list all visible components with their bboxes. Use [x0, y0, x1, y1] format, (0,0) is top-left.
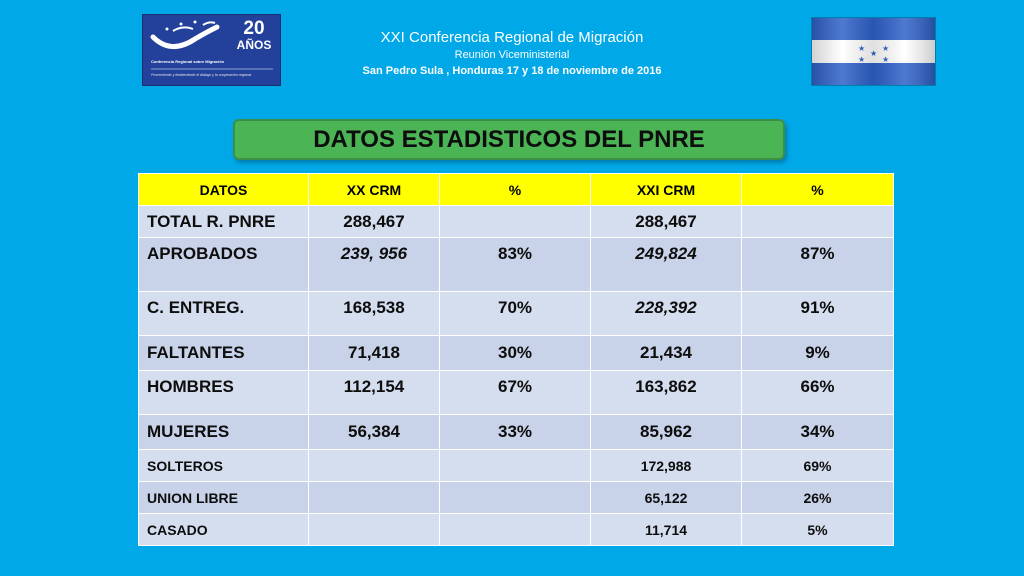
- cell-xxi-pct: 5%: [741, 513, 894, 546]
- table-row: C. ENTREG. 168,538 70% 228,392 91%: [138, 291, 894, 336]
- table-row: TOTAL R. PNRE 288,467 288,467: [138, 205, 894, 238]
- cell-xxi-value: 163,862: [590, 370, 742, 415]
- cell-xxi-pct: [741, 205, 894, 238]
- crm-logo: 20 AÑOS Conferencia Regional sobre Migra…: [143, 15, 280, 85]
- col-header-xx-pct: %: [439, 173, 591, 206]
- cell-xx-value: 168,538: [308, 291, 440, 336]
- cell-xxi-pct: 91%: [741, 291, 894, 336]
- table-row: CASADO 11,714 5%: [138, 513, 894, 546]
- cell-xxi-pct: 87%: [741, 237, 894, 292]
- cell-xx-pct: [439, 481, 591, 514]
- row-label: UNION LIBRE: [138, 481, 309, 514]
- conference-title: XXI Conferencia Regional de Migración: [380, 29, 644, 46]
- cell-xxi-value: 85,962: [590, 414, 742, 450]
- slide-title-banner: DATOS ESTADISTICOS DEL PNRE: [233, 119, 785, 160]
- logo-org-name: Conferencia Regional sobre Migración: [151, 59, 225, 64]
- cell-xx-value: 239, 956: [308, 237, 440, 292]
- row-label: MUJERES: [138, 414, 309, 450]
- row-label: HOMBRES: [138, 370, 309, 415]
- meeting-subtitle: Reunión Viceministerial: [454, 49, 570, 61]
- table-row: FALTANTES 71,418 30% 21,434 9%: [138, 335, 894, 371]
- cell-xx-pct: [439, 205, 591, 238]
- table-row: HOMBRES 112,154 67% 163,862 66%: [138, 370, 894, 415]
- row-label: FALTANTES: [138, 335, 309, 371]
- honduras-flag-icon: ★ ★ ★ ★ ★: [812, 18, 935, 85]
- cell-xxi-pct: 26%: [741, 481, 894, 514]
- logo-years-word: AÑOS: [236, 38, 272, 52]
- cell-xxi-value: 249,824: [590, 237, 742, 292]
- col-header-xxi-pct: %: [741, 173, 894, 206]
- cell-xx-pct: 67%: [439, 370, 591, 415]
- row-label: CASADO: [138, 513, 309, 546]
- cell-xx-pct: [439, 449, 591, 482]
- place-date: San Pedro Sula , Honduras 17 y 18 de nov…: [362, 65, 662, 77]
- table-row: APROBADOS 239, 956 83% 249,824 87%: [138, 237, 894, 292]
- cell-xx-value: [308, 449, 440, 482]
- logo-years: 20 AÑOS: [231, 19, 277, 51]
- row-label: C. ENTREG.: [138, 291, 309, 336]
- cell-xxi-pct: 34%: [741, 414, 894, 450]
- row-label: APROBADOS: [138, 237, 309, 292]
- cell-xx-pct: 33%: [439, 414, 591, 450]
- cell-xxi-pct: 69%: [741, 449, 894, 482]
- cell-xx-pct: 70%: [439, 291, 591, 336]
- header: XXI Conferencia Regional de Migración Re…: [300, 28, 724, 80]
- stats-table: DATOS XX CRM % XXI CRM % TOTAL R. PNRE 2…: [138, 173, 894, 546]
- row-label: SOLTEROS: [138, 449, 309, 482]
- cell-xxi-pct: 9%: [741, 335, 894, 371]
- cell-xx-value: [308, 513, 440, 546]
- cell-xx-pct: [439, 513, 591, 546]
- cell-xxi-pct: 66%: [741, 370, 894, 415]
- table-header-row: DATOS XX CRM % XXI CRM %: [138, 173, 894, 206]
- col-header-datos: DATOS: [138, 173, 309, 206]
- col-header-xx-crm: XX CRM: [308, 173, 440, 206]
- cell-xxi-value: 11,714: [590, 513, 742, 546]
- cell-xxi-value: 21,434: [590, 335, 742, 371]
- col-header-xxi-crm: XXI CRM: [590, 173, 742, 206]
- cell-xxi-value: 65,122: [590, 481, 742, 514]
- cell-xx-value: 71,418: [308, 335, 440, 371]
- cell-xx-value: 288,467: [308, 205, 440, 238]
- logo-tagline: Promoviendo y fortaleciendo el diálogo y…: [151, 73, 252, 77]
- row-label: TOTAL R. PNRE: [138, 205, 309, 238]
- cell-xx-value: [308, 481, 440, 514]
- cell-xx-pct: 30%: [439, 335, 591, 371]
- cell-xx-value: 56,384: [308, 414, 440, 450]
- table-row: MUJERES 56,384 33% 85,962 34%: [138, 414, 894, 450]
- table-row: UNION LIBRE 65,122 26%: [138, 481, 894, 514]
- cell-xxi-value: 172,988: [590, 449, 742, 482]
- cell-xx-pct: 83%: [439, 237, 591, 292]
- table-row: SOLTEROS 172,988 69%: [138, 449, 894, 482]
- bird-logo-icon: [150, 20, 273, 70]
- cell-xx-value: 112,154: [308, 370, 440, 415]
- cell-xxi-value: 228,392: [590, 291, 742, 336]
- logo-years-number: 20: [243, 18, 265, 39]
- cell-xxi-value: 288,467: [590, 205, 742, 238]
